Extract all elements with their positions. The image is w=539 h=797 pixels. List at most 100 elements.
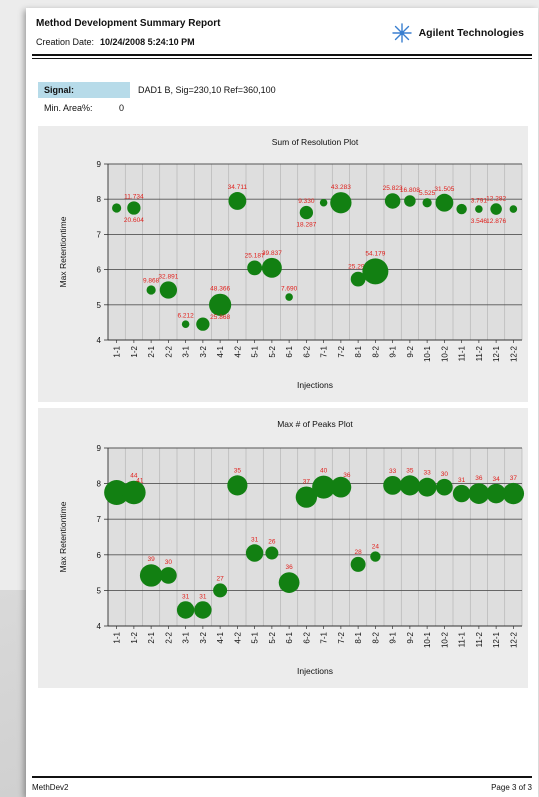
chart-svg: Sum of Resolution Plot 4 5 6 7 8 9 1-1 1-2 2-1 2-2…	[58, 137, 523, 390]
brand-name: Agilent Technologies	[418, 27, 524, 39]
data-label: 39	[148, 556, 156, 563]
creation-date-label: Creation Date:	[36, 37, 95, 47]
data-label: 18.287	[296, 222, 316, 229]
x-tick-label: 6-1	[285, 345, 294, 357]
data-label: 3.546	[471, 218, 488, 225]
bubble-point	[139, 564, 163, 587]
x-tick-label: 3-1	[182, 345, 191, 357]
chart-title: Max # of Peaks Plot	[277, 419, 353, 429]
bubble-point	[127, 201, 141, 215]
bubble-point	[362, 258, 389, 285]
data-label: 31	[458, 477, 466, 484]
data-label: 26	[268, 539, 276, 546]
bubble-point	[502, 482, 525, 505]
x-tick-label: 6-1	[285, 631, 294, 643]
bubble-point	[452, 484, 471, 503]
data-label: 20.604	[124, 217, 144, 224]
x-tick-label: 2-1	[147, 631, 156, 643]
bubble-point	[404, 195, 416, 207]
x-tick-label: 8-1	[354, 345, 363, 357]
footer-divider	[32, 776, 532, 778]
data-label: 34	[493, 476, 501, 483]
data-label: 37	[510, 475, 518, 482]
y-tick-label: 6	[97, 266, 102, 275]
x-tick-label: 10-2	[440, 631, 449, 648]
x-tick-label: 12-2	[509, 631, 518, 648]
data-label: 33	[424, 470, 432, 477]
x-tick-label: 7-1	[320, 345, 329, 357]
data-label: 11.734	[124, 193, 144, 200]
data-label: 33	[389, 468, 397, 475]
bubble-point	[295, 486, 318, 508]
bubble-point	[245, 544, 264, 562]
bubble-point	[122, 480, 146, 505]
data-label: 35	[234, 467, 242, 474]
bubble-point	[330, 192, 352, 214]
bubble-point	[312, 475, 336, 499]
x-tick-label: 10-1	[423, 345, 432, 362]
y-tick-label: 7	[97, 230, 102, 239]
y-tick-label: 6	[97, 551, 102, 560]
bubble-point	[486, 483, 506, 504]
x-tick-label: 10-2	[440, 345, 449, 362]
min-area-label: Min. Area%:	[44, 103, 93, 113]
min-area-value: 0	[119, 103, 125, 113]
data-label: 25.823	[383, 185, 403, 192]
data-label: 25.868	[210, 314, 230, 321]
footer-doc-name: MethDev2	[32, 783, 69, 792]
data-label: 36	[343, 472, 351, 479]
y-tick-label: 9	[97, 160, 102, 169]
x-tick-label: 1-1	[113, 345, 122, 357]
data-label: 48.366	[210, 286, 230, 293]
x-tick-label: 9-1	[389, 345, 398, 357]
data-label: 12.282	[486, 195, 506, 202]
x-axis-label: Injections	[297, 666, 333, 676]
bubble-point	[261, 257, 282, 278]
x-tick-label: 11-1	[458, 631, 467, 647]
bubble-point	[159, 281, 178, 299]
header-divider	[32, 54, 532, 56]
x-tick-label: 5-1	[251, 631, 260, 643]
x-tick-label: 7-1	[320, 631, 329, 643]
bubble-point	[228, 192, 247, 210]
x-tick-label: 3-2	[199, 631, 208, 643]
creation-date: Creation Date: 10/24/2008 5:24:10 PM	[36, 37, 195, 47]
data-label: 32.891	[158, 273, 178, 280]
data-label: 36	[475, 475, 483, 482]
x-tick-label: 4-2	[233, 631, 242, 643]
data-label: 31	[199, 593, 207, 600]
data-label: 24	[372, 543, 380, 550]
x-tick-label: 2-2	[164, 345, 173, 357]
data-label: 31	[251, 536, 259, 543]
x-tick-label: 3-2	[199, 345, 208, 357]
x-axis-label: Injections	[297, 380, 333, 390]
bubble-point	[350, 556, 366, 572]
x-tick-label: 1-2	[130, 345, 139, 357]
data-label: 5.525	[419, 190, 436, 197]
max-peaks-chart: Max # of Peaks Plot 4 5 6 7 8 9 1-1 1-2 2-1 2-2 3-1…	[38, 408, 528, 688]
bubble-point	[468, 483, 490, 504]
bubble-point	[209, 293, 232, 316]
bubble-point	[475, 205, 483, 213]
bubble-point	[213, 583, 228, 598]
bubble-point	[227, 475, 248, 496]
x-tick-label: 4-2	[233, 345, 242, 357]
data-label: 43.283	[331, 184, 351, 191]
y-tick-label: 8	[97, 480, 102, 489]
x-tick-label: 10-1	[423, 631, 432, 648]
data-label: 16.808	[400, 187, 420, 194]
y-axis-label: Max Retentiontime	[58, 501, 68, 572]
x-tick-label: 8-1	[354, 631, 363, 643]
bubble-point	[112, 203, 122, 213]
chart-svg: Max # of Peaks Plot 4 5 6 7 8 9 1-1 1-2 2-1 2-2 3-1…	[58, 419, 525, 676]
bubble-point	[422, 198, 432, 208]
x-tick-label: 5-2	[268, 345, 277, 357]
chart-title: Sum of Resolution Plot	[272, 137, 359, 147]
x-tick-label: 9-1	[389, 631, 398, 643]
sum-of-resolution-chart: Sum of Resolution Plot 4 5 6 7 8 9 1-1 1-2 2-1 2-2…	[38, 126, 528, 402]
bubble-point	[247, 260, 263, 276]
x-tick-label: 7-2	[337, 345, 346, 357]
agilent-spark-icon	[391, 23, 412, 43]
data-label: 7.690	[281, 285, 298, 292]
data-label: 35	[406, 467, 414, 474]
